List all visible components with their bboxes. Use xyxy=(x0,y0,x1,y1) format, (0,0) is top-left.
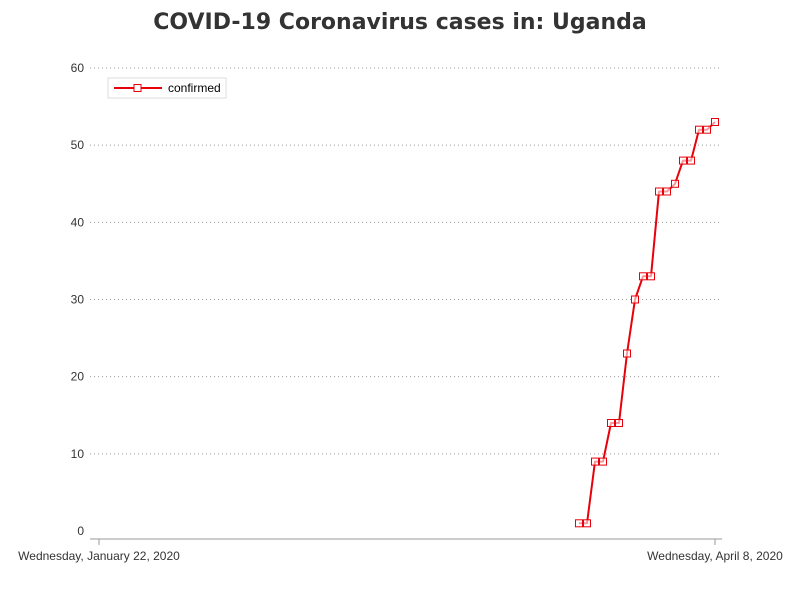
y-axis-ticks: 0 10 20 30 40 50 60 xyxy=(71,61,85,538)
y-tick-label: 0 xyxy=(77,524,84,538)
data-point-marker xyxy=(679,156,687,165)
data-point-marker xyxy=(607,419,615,427)
y-tick-label: 20 xyxy=(71,370,85,384)
data-point-marker xyxy=(711,118,719,126)
data-point-marker xyxy=(615,419,623,427)
y-tick-label: 30 xyxy=(71,293,85,307)
y-tick-label: 10 xyxy=(71,447,85,461)
data-point-marker xyxy=(647,272,655,281)
data-point-marker xyxy=(591,457,599,466)
data-point-marker xyxy=(703,125,711,134)
data-point-marker xyxy=(583,519,591,528)
y-tick-label: 50 xyxy=(71,138,85,152)
x-tick-label: Wednesday, April 8, 2020 xyxy=(647,549,783,563)
data-point-marker xyxy=(695,125,703,134)
chart-title: COVID-19 Coronavirus cases in: Uganda xyxy=(153,10,647,35)
x-tick-label: Wednesday, January 22, 2020 xyxy=(18,549,180,563)
data-point-marker xyxy=(639,272,647,281)
y-tick-label: 60 xyxy=(71,61,85,75)
data-point-marker xyxy=(575,519,583,528)
data-point-marker xyxy=(687,156,695,165)
data-point-marker xyxy=(671,179,679,188)
data-point-marker xyxy=(623,349,631,358)
data-point-marker xyxy=(663,187,671,196)
gridlines xyxy=(90,67,722,455)
axes xyxy=(90,538,722,545)
series-layer xyxy=(575,118,719,528)
legend: confirmed xyxy=(107,77,227,99)
data-point-marker xyxy=(631,295,639,304)
y-tick-label: 40 xyxy=(71,215,85,229)
data-point-marker xyxy=(599,457,607,466)
legend-label-confirmed: confirmed xyxy=(168,81,221,95)
data-point-marker xyxy=(655,187,663,196)
x-axis-ticks: Wednesday, January 22, 2020 Wednesday, Ap… xyxy=(18,549,783,563)
legend-marker-swatch xyxy=(133,84,142,92)
